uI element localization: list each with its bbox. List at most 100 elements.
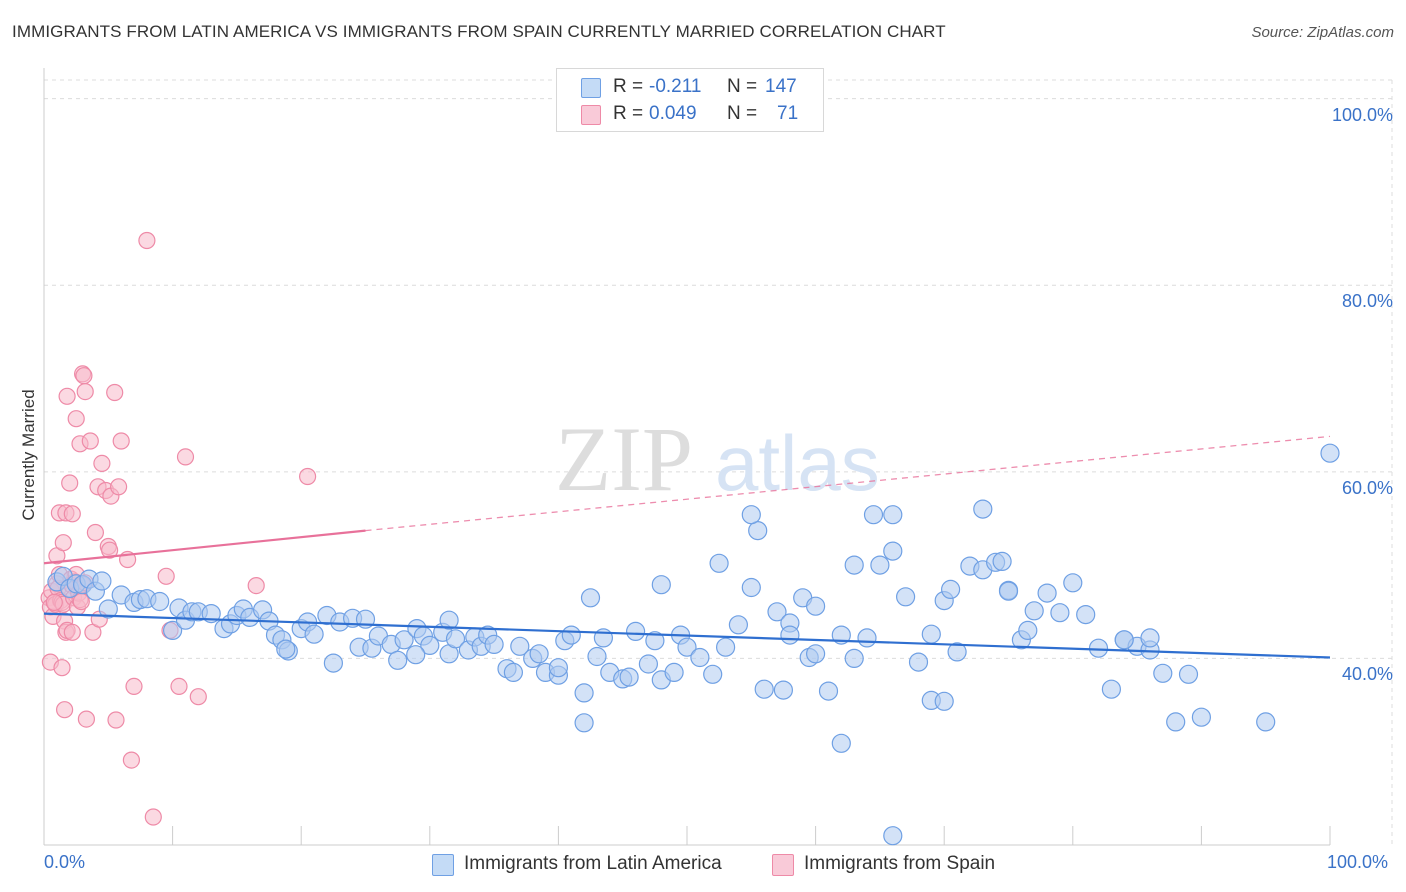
data-point xyxy=(805,596,826,616)
data-point xyxy=(1050,603,1070,623)
data-point xyxy=(1140,628,1160,648)
data-point xyxy=(394,630,414,650)
data-point xyxy=(122,751,140,769)
data-point xyxy=(170,677,188,696)
data-point xyxy=(645,631,665,651)
data-point xyxy=(895,587,916,607)
data-point xyxy=(406,645,426,665)
data-point xyxy=(1063,573,1083,593)
legend-n-value: 147 xyxy=(765,76,797,97)
data-point xyxy=(748,520,768,541)
y-tick-label: 40.0% xyxy=(1341,664,1393,685)
data-point xyxy=(1153,663,1173,683)
data-point xyxy=(77,710,96,728)
data-point xyxy=(973,499,993,519)
data-point xyxy=(1024,601,1044,621)
data-point xyxy=(1178,664,1199,684)
data-point xyxy=(55,701,74,719)
data-point xyxy=(1101,679,1122,699)
data-point xyxy=(81,432,99,450)
legend-n-value: 71 xyxy=(777,103,799,124)
data-point xyxy=(574,683,594,703)
data-point xyxy=(677,637,697,657)
data-point xyxy=(109,478,128,496)
source-note: Source: ZipAtlas.com xyxy=(1251,24,1394,41)
y-tick-label: 100.0% xyxy=(1331,104,1393,125)
data-point xyxy=(92,571,112,591)
trend-line-spain-solid xyxy=(43,529,366,565)
data-point xyxy=(587,646,607,667)
series-name-spain: Immigrants from Spain xyxy=(804,853,996,874)
trend-line-latin-america xyxy=(43,612,1331,659)
legend-n-label: N = xyxy=(727,103,758,124)
data-point xyxy=(773,680,794,700)
data-point xyxy=(1320,443,1340,463)
data-point xyxy=(1037,583,1057,603)
data-point xyxy=(503,662,524,683)
legend-swatch-blue xyxy=(581,78,601,98)
data-point xyxy=(58,387,76,405)
data-point xyxy=(709,553,729,573)
data-point xyxy=(299,467,317,486)
data-point xyxy=(883,826,903,846)
data-point xyxy=(112,432,130,450)
data-point xyxy=(176,448,195,466)
data-point xyxy=(703,664,723,684)
data-point xyxy=(580,588,601,608)
data-point xyxy=(664,662,684,683)
data-point xyxy=(93,454,111,472)
data-point xyxy=(715,637,736,657)
data-point xyxy=(125,677,143,696)
series-latin-america-points xyxy=(47,443,1340,846)
data-point xyxy=(100,541,119,559)
watermark-atlas: atlas xyxy=(715,419,880,507)
data-point xyxy=(1256,712,1276,732)
data-point xyxy=(1076,604,1096,625)
correlation-legend: R = -0.211 N = 147 R = 0.049 N = 71 xyxy=(556,68,824,132)
data-point xyxy=(510,636,530,656)
data-point xyxy=(844,648,864,669)
data-point xyxy=(883,541,903,561)
series-name-latin-america: Immigrants from Latin America xyxy=(464,853,722,874)
data-point xyxy=(529,644,549,664)
data-point xyxy=(780,625,800,645)
data-point xyxy=(728,615,749,635)
data-point xyxy=(561,625,581,645)
data-point xyxy=(61,474,79,492)
data-point xyxy=(651,575,671,595)
data-point xyxy=(107,711,125,729)
x-tick-label-min: 0.0% xyxy=(44,852,86,872)
data-point xyxy=(548,658,569,678)
data-point xyxy=(638,654,659,674)
legend-r-label: R = xyxy=(613,103,644,124)
x-tick-label-max: 100.0% xyxy=(1327,852,1389,872)
data-point xyxy=(741,577,761,598)
data-point xyxy=(106,383,124,402)
series-spain-points xyxy=(40,231,317,826)
data-point xyxy=(420,635,440,656)
data-point xyxy=(767,602,787,622)
axes xyxy=(43,68,1331,846)
data-point xyxy=(883,505,903,525)
data-point xyxy=(844,555,864,575)
data-point xyxy=(619,667,639,687)
data-point xyxy=(831,733,851,753)
legend-r-value: -0.211 xyxy=(649,76,702,97)
data-point xyxy=(144,808,162,826)
data-point xyxy=(1114,630,1134,650)
legend-n-label: N = xyxy=(727,76,758,97)
data-point xyxy=(818,681,839,701)
data-point xyxy=(247,576,265,595)
data-point xyxy=(53,659,71,677)
data-point xyxy=(940,579,961,600)
data-point xyxy=(63,505,81,523)
data-point xyxy=(157,567,175,585)
data-point xyxy=(189,688,207,706)
y-tick-label: 60.0% xyxy=(1341,477,1393,498)
watermark: ZIP atlas xyxy=(555,408,880,510)
data-point xyxy=(754,679,774,699)
data-point xyxy=(934,691,954,711)
data-point xyxy=(690,647,710,668)
chart-title: IMMIGRANTS FROM LATIN AMERICA VS IMMIGRA… xyxy=(12,22,946,41)
